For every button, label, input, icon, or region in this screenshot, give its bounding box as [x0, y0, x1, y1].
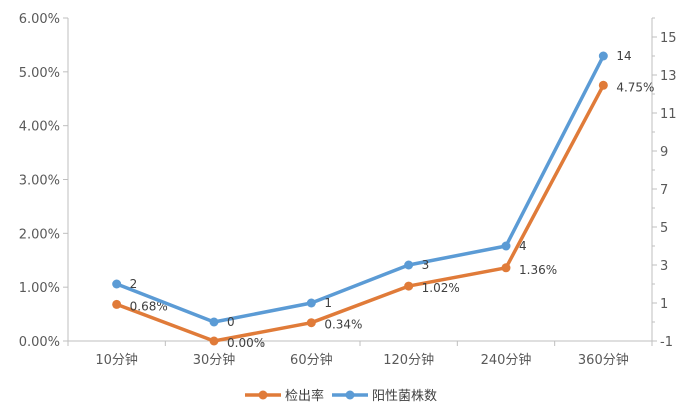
data-label: 4.75%	[616, 80, 654, 94]
data-label: 1.02%	[422, 281, 460, 295]
x-tick-label: 120分钟	[383, 352, 434, 368]
x-axis-ticks: 10分钟 30分钟 60分钟 120分钟 240分钟 360分钟	[67, 341, 653, 368]
left-tick-label: 0.00%	[19, 335, 60, 350]
data-point	[112, 279, 122, 289]
data-label: 1.36%	[519, 263, 557, 277]
data-label: 0.00%	[227, 336, 265, 350]
left-axis-ticks: 0.00% 1.00% 2.00% 3.00% 4.00% 5.00% 6.00%	[19, 12, 68, 350]
data-label: 14	[616, 49, 631, 63]
data-point	[501, 263, 511, 273]
data-label: 4	[519, 239, 527, 253]
data-point	[306, 298, 316, 308]
data-point	[598, 80, 608, 90]
legend-item-detection-rate: 检出率	[245, 388, 324, 404]
right-tick-label: 5	[660, 221, 668, 236]
x-tick-label: 30分钟	[193, 352, 236, 368]
x-tick-label: 60分钟	[290, 352, 333, 368]
series-positive-strains: 2 0 1 3 4 14	[112, 49, 632, 329]
series-detection-rate: 0.68% 0.00% 0.34% 1.02% 1.36% 4.75%	[112, 80, 654, 350]
data-point	[404, 260, 414, 270]
data-label: 0.34%	[324, 318, 362, 332]
right-tick-label: 3	[660, 259, 668, 274]
legend-swatch-marker	[345, 390, 355, 400]
right-tick-label: 15	[660, 31, 677, 46]
data-label: 0	[227, 315, 235, 329]
series-layer: 0.68% 0.00% 0.34% 1.02% 1.36% 4.75% 2 0 1 3 4 14	[112, 49, 654, 350]
data-point	[501, 241, 511, 251]
data-label: 0.68%	[130, 299, 168, 313]
x-tick-label: 240分钟	[481, 352, 532, 368]
right-tick-label: 7	[660, 183, 668, 198]
legend-label: 阳性菌株数	[372, 389, 437, 404]
x-tick-label: 360分钟	[578, 352, 629, 368]
left-tick-label: 4.00%	[19, 120, 60, 135]
right-tick-label: 13	[660, 69, 677, 84]
data-point	[404, 281, 414, 291]
legend-label: 检出率	[285, 388, 324, 404]
right-tick-label: 9	[660, 145, 668, 160]
data-label: 3	[422, 258, 430, 272]
right-tick-label: 1	[660, 297, 668, 312]
right-tick-label: -1	[660, 335, 673, 350]
series-line	[114, 83, 606, 343]
axes	[67, 18, 653, 342]
legend-item-positive-strains: 阳性菌株数	[332, 389, 437, 404]
left-tick-label: 1.00%	[19, 281, 60, 296]
legend: 检出率 阳性菌株数	[245, 388, 437, 404]
data-point	[112, 299, 122, 309]
left-tick-label: 6.00%	[19, 12, 60, 27]
right-tick-label: 11	[660, 107, 677, 122]
left-tick-label: 2.00%	[19, 227, 60, 242]
data-point	[598, 51, 608, 61]
data-point	[209, 336, 219, 346]
legend-swatch-marker	[258, 390, 268, 400]
left-tick-label: 5.00%	[19, 66, 60, 81]
x-tick-label: 10分钟	[95, 352, 138, 368]
data-label: 2	[130, 277, 138, 291]
data-label: 1	[324, 296, 332, 310]
left-tick-label: 3.00%	[19, 174, 60, 189]
data-point	[306, 318, 316, 328]
series-line	[114, 54, 606, 324]
data-point	[209, 317, 219, 327]
